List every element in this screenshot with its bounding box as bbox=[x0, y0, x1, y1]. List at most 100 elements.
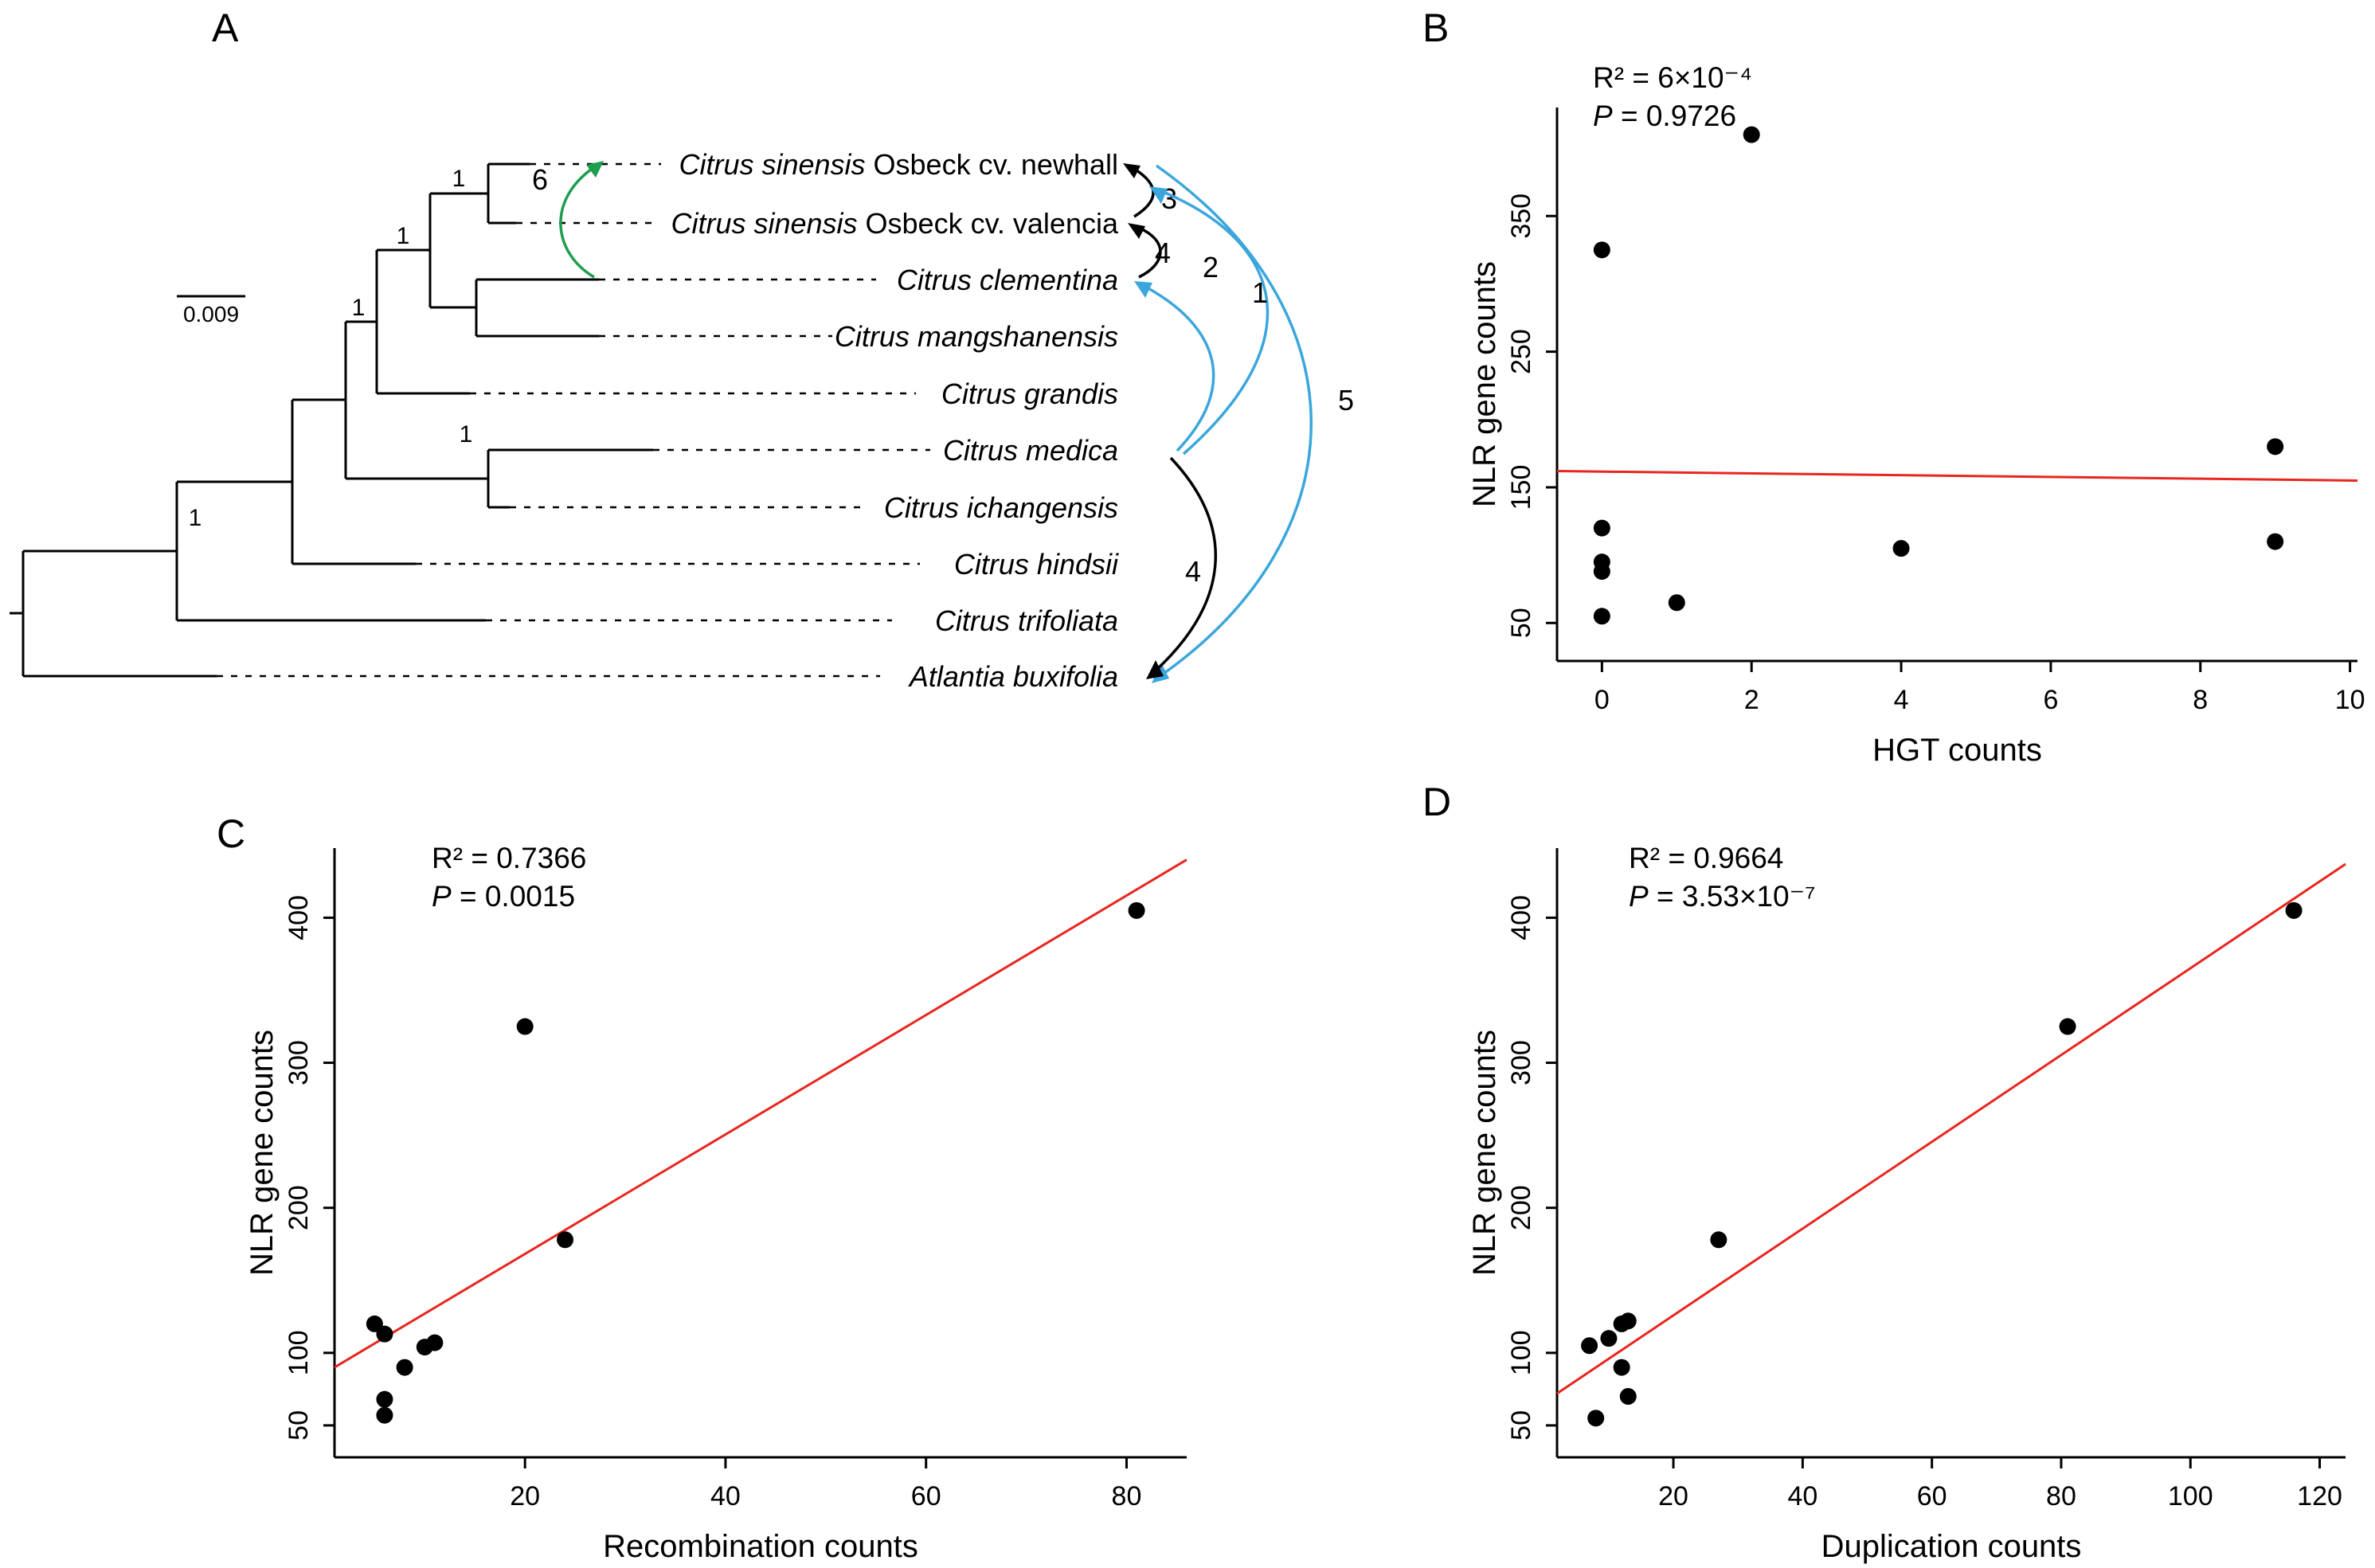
y-tick-label: 400 bbox=[284, 895, 314, 940]
hgt-arrow-label: 3 bbox=[1161, 182, 1177, 215]
hgt-arrow-label: 4 bbox=[1185, 555, 1201, 588]
hgt-arrow-curve bbox=[1160, 190, 1270, 456]
scale-bar-label: 0.009 bbox=[183, 302, 239, 327]
x-tick-label: 10 bbox=[2335, 685, 2365, 715]
hgt-arrow-curve bbox=[1138, 226, 1162, 279]
species-name-italic: Citrus trifoliata bbox=[934, 604, 1118, 637]
data-point bbox=[1128, 901, 1145, 919]
data-point bbox=[1710, 1231, 1727, 1249]
y-tick-label: 200 bbox=[284, 1185, 314, 1230]
data-point bbox=[376, 1406, 393, 1424]
hgt-arrow-label: 4 bbox=[1155, 237, 1171, 269]
data-point bbox=[1593, 563, 1610, 581]
data-point bbox=[396, 1359, 413, 1376]
x-tick-label: 20 bbox=[510, 1481, 540, 1511]
data-point bbox=[2285, 901, 2303, 919]
data-point bbox=[1668, 594, 1685, 612]
species-label: Citrus grandis bbox=[941, 377, 1118, 412]
species-name-italic: Citrus grandis bbox=[941, 377, 1118, 410]
phylogenetic-tree: 0.009 1 1 1 1 1 6 3 4 2 bbox=[10, 161, 1354, 683]
data-point bbox=[1587, 1410, 1605, 1427]
tree-branches bbox=[10, 162, 653, 678]
data-point bbox=[1593, 608, 1610, 625]
hgt-arrow-label: 6 bbox=[532, 163, 548, 196]
scatter-panel-c: 20 40 60 80 50 100 200 300 400 Recombination coun… bbox=[245, 842, 1188, 1564]
x-tick-label: 4 bbox=[1894, 685, 1909, 715]
data-point bbox=[376, 1390, 393, 1408]
data-point bbox=[516, 1018, 534, 1035]
regression-line bbox=[334, 858, 1188, 1369]
species-name-italic: Atlantia buxifolia bbox=[909, 660, 1118, 693]
x-tick-label: 60 bbox=[1917, 1481, 1947, 1511]
species-name-italic: Citrus sinensis bbox=[671, 207, 858, 240]
hgt-arrows: 6 3 4 2 1 5 4 bbox=[532, 161, 1354, 683]
data-point bbox=[557, 1231, 574, 1249]
hgt-arrow-label: 5 bbox=[1338, 384, 1354, 416]
p-value-label: P = 0.9726 bbox=[1593, 100, 1736, 132]
y-tick-label: 200 bbox=[1506, 1185, 1536, 1230]
species-label: Citrus clementina bbox=[897, 263, 1118, 298]
species-label: Atlantia buxifolia bbox=[910, 659, 1118, 694]
tree-dashed-links bbox=[217, 162, 930, 678]
x-tick-label: 6 bbox=[2043, 685, 2058, 715]
scatter-panel-b: 0 2 4 6 8 10 50 150 250 350 HGT counts NLR gene cou… bbox=[1467, 61, 2365, 768]
y-tick-label: 400 bbox=[1506, 895, 1536, 940]
species-label: Citrus trifoliata bbox=[935, 604, 1118, 639]
data-point bbox=[1743, 126, 1760, 143]
data-point bbox=[1892, 540, 1910, 557]
x-tick-label: 40 bbox=[1787, 1481, 1817, 1511]
node-support-labels: 1 1 1 1 1 bbox=[189, 166, 473, 531]
node-support-label: 1 bbox=[352, 295, 366, 321]
hgt-arrowhead-icon bbox=[1128, 223, 1145, 239]
y-tick-label: 350 bbox=[1506, 194, 1536, 239]
y-tick-label: 50 bbox=[1506, 1410, 1536, 1441]
species-name-italic: Citrus hindsii bbox=[953, 548, 1118, 581]
species-name-italic: Citrus sinensis bbox=[679, 148, 866, 181]
hgt-arrow-label: 1 bbox=[1252, 276, 1268, 309]
species-name-italic: Citrus mangshanensis bbox=[834, 320, 1118, 353]
x-tick-label: 100 bbox=[2168, 1481, 2213, 1511]
x-tick-label: 40 bbox=[710, 1481, 741, 1511]
node-support-label: 1 bbox=[397, 223, 410, 249]
scatter-panel-d: 20 40 60 80 100 120 50 100 200 300 400 Duplication … bbox=[1467, 842, 2346, 1564]
data-point bbox=[2059, 1018, 2076, 1035]
data-point bbox=[2267, 438, 2284, 456]
node-support-label: 1 bbox=[452, 166, 466, 192]
species-label: Citrus ichangensis bbox=[884, 491, 1118, 526]
hgt-arrowhead-icon bbox=[1149, 186, 1168, 204]
r-squared-label: R² = 0.9664 bbox=[1629, 842, 1783, 874]
x-axis-title: Recombination counts bbox=[603, 1529, 918, 1564]
panel-label-a: A bbox=[212, 6, 239, 50]
x-tick-label: 20 bbox=[1658, 1481, 1688, 1511]
species-name-italic: Citrus medica bbox=[942, 434, 1118, 467]
y-tick-label: 100 bbox=[1506, 1330, 1536, 1375]
data-point bbox=[2267, 533, 2284, 550]
p-value-label: P = 0.0015 bbox=[432, 880, 575, 913]
species-name-italic: Citrus ichangensis bbox=[883, 491, 1118, 524]
regression-line bbox=[1556, 470, 2358, 482]
regression-line bbox=[1556, 862, 2346, 1395]
panel-label-b: B bbox=[1422, 6, 1450, 50]
r-squared-label: R² = 6×10⁻⁴ bbox=[1593, 61, 1752, 94]
panel-label-c: C bbox=[217, 811, 246, 856]
y-tick-label: 100 bbox=[284, 1330, 314, 1375]
hgt-arrow-curve bbox=[1153, 456, 1217, 673]
data-point bbox=[1600, 1330, 1618, 1347]
x-tick-label: 60 bbox=[911, 1481, 941, 1511]
species-label: Citrus sinensis Osbeck cv. valencia bbox=[671, 206, 1118, 241]
hgt-arrow-curve bbox=[1155, 164, 1313, 677]
panel-label-d: D bbox=[1422, 780, 1452, 824]
data-point bbox=[1581, 1337, 1598, 1355]
r-squared-label: R² = 0.7366 bbox=[432, 842, 586, 874]
y-tick-label: 250 bbox=[1506, 329, 1536, 374]
y-axis-title: NLR gene counts bbox=[1467, 1030, 1502, 1276]
y-tick-label: 50 bbox=[1506, 608, 1536, 638]
x-tick-label: 120 bbox=[2297, 1481, 2342, 1511]
x-axis-title: HGT counts bbox=[1872, 733, 2042, 768]
data-point bbox=[426, 1334, 444, 1351]
x-axis-title: Duplication counts bbox=[1821, 1529, 2082, 1564]
species-label: Citrus sinensis Osbeck cv. newhall bbox=[679, 147, 1118, 182]
y-tick-label: 50 bbox=[284, 1410, 314, 1441]
node-support-label: 1 bbox=[460, 421, 473, 448]
data-point bbox=[1613, 1359, 1630, 1376]
